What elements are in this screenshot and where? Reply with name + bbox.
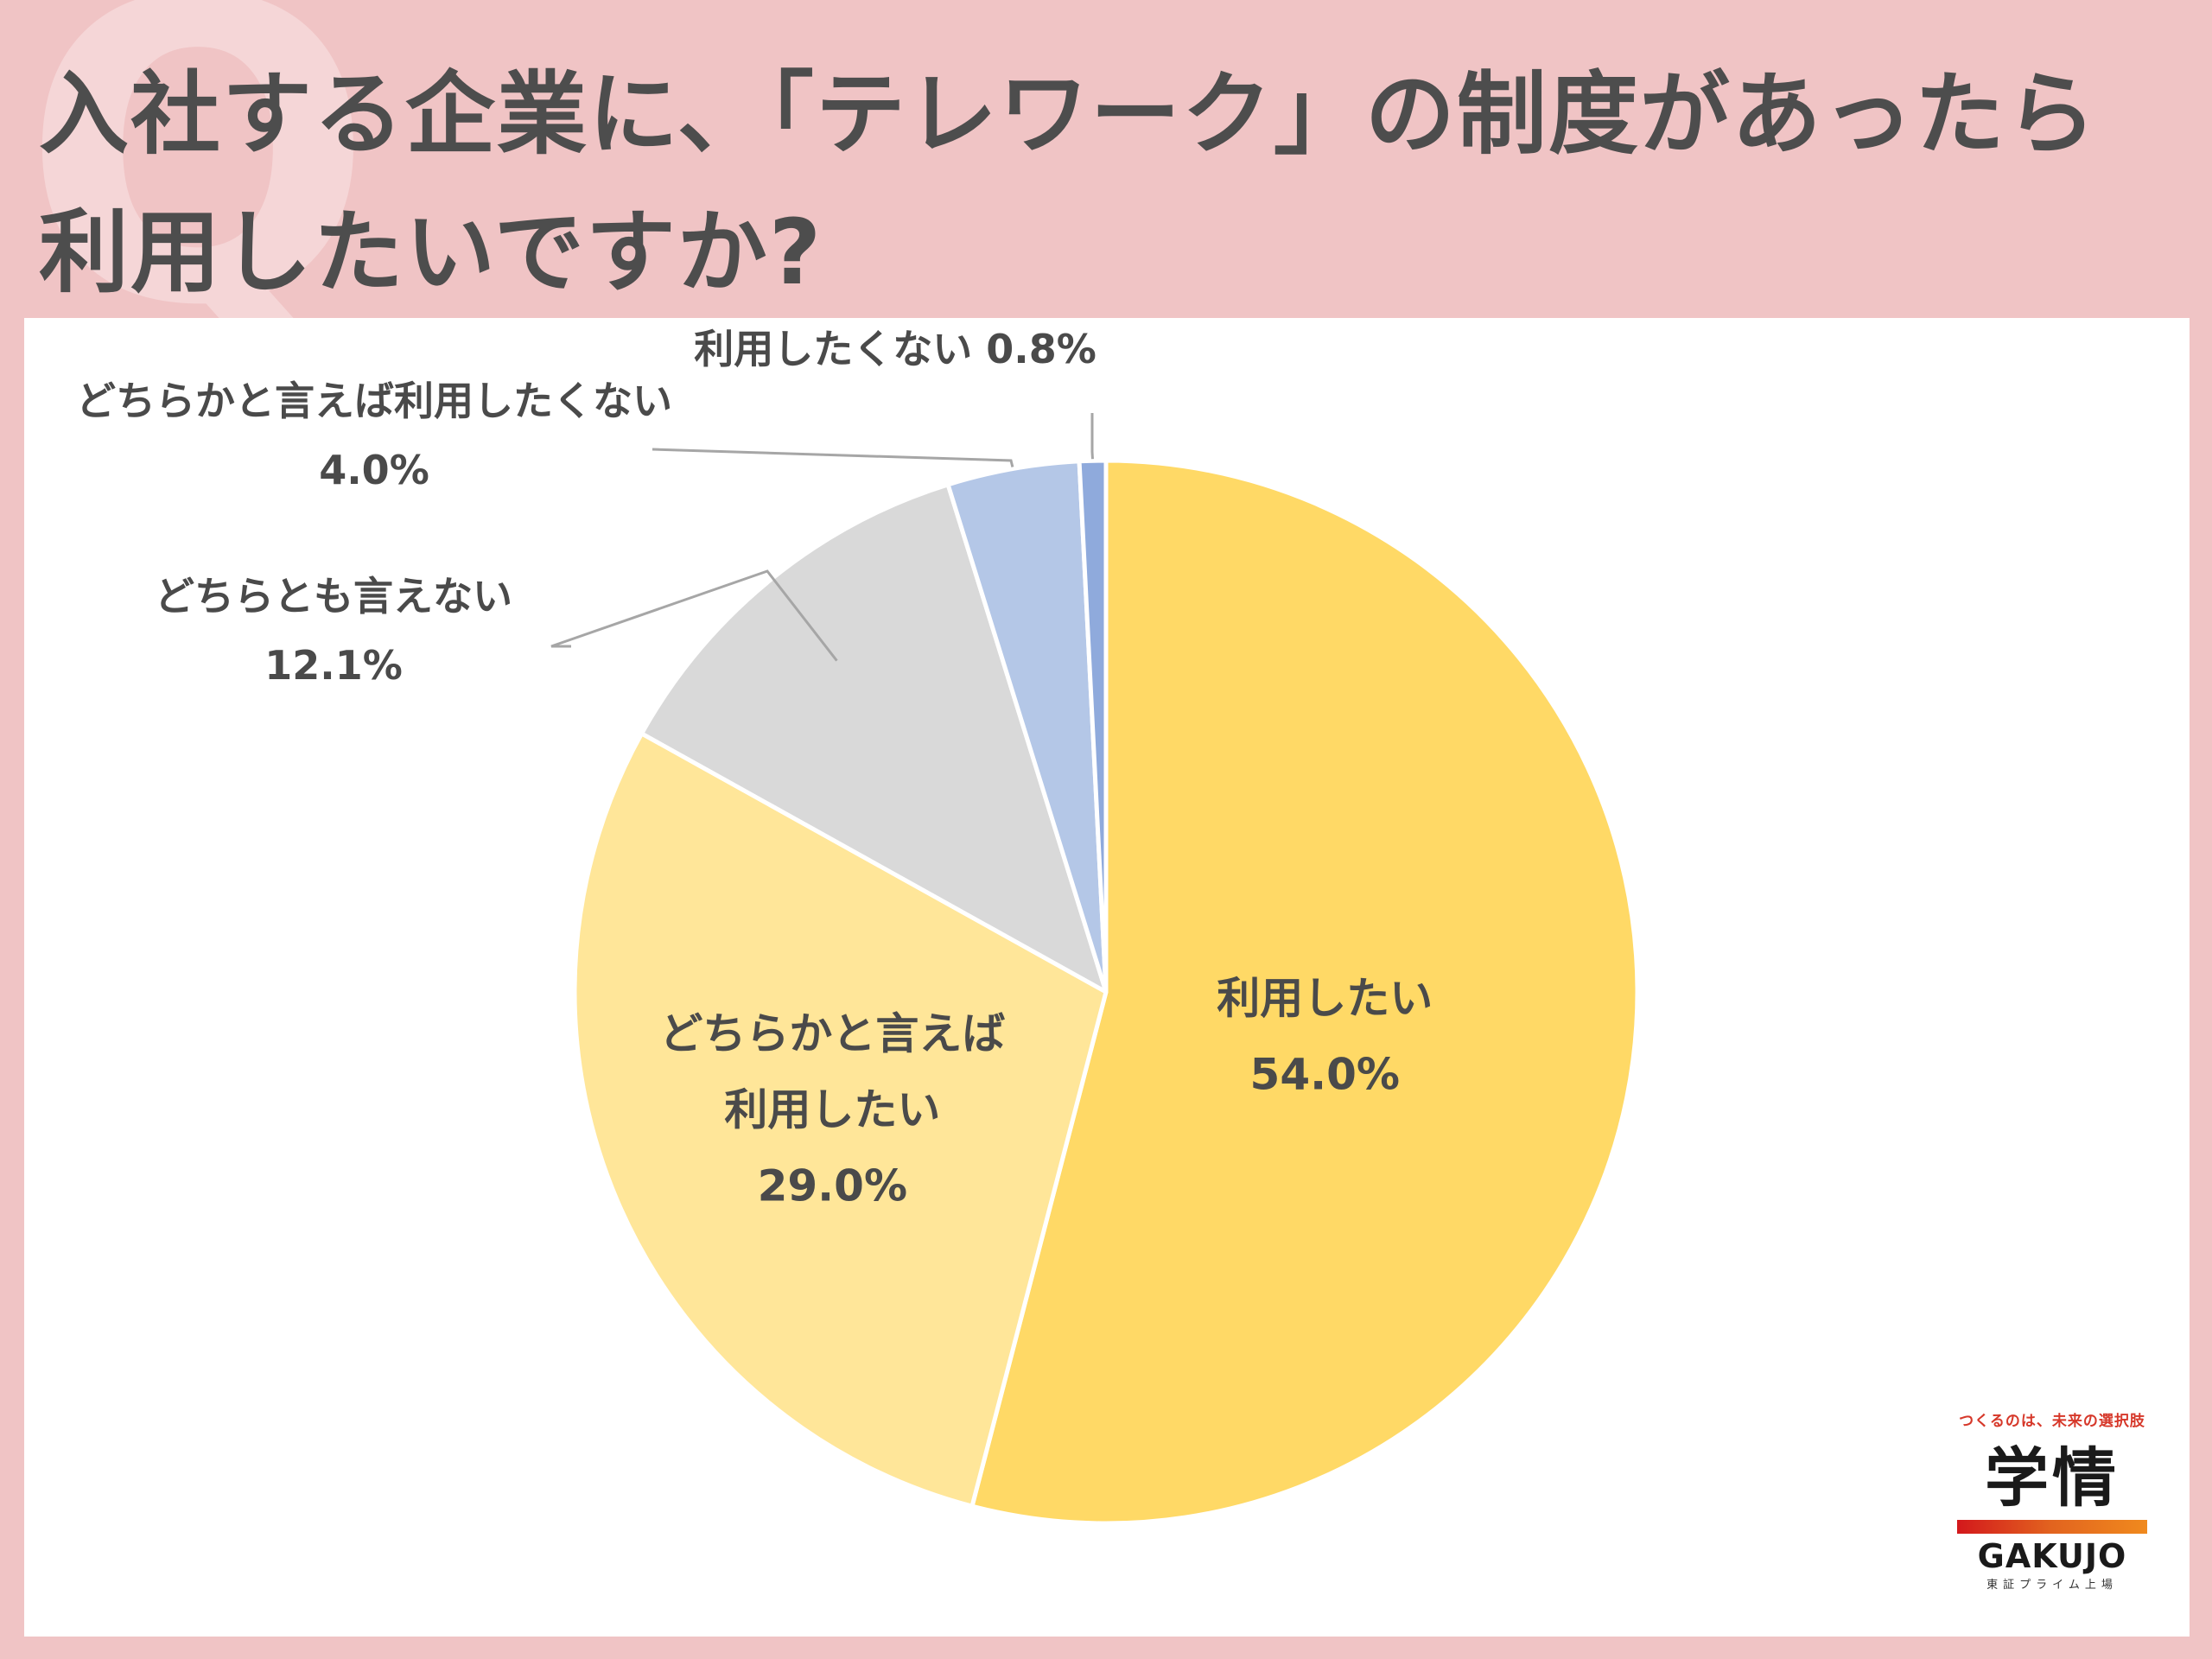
logo-market: 東証プライム上場 bbox=[1986, 1579, 2118, 1592]
pie-slice-2 bbox=[572, 731, 1109, 1509]
chart-title-line-1: 入社する企業に、「テレワーク」の制度があったら bbox=[39, 61, 2098, 167]
chart-title: 入社する企業に、「テレワーク」の制度があったら 利用したいですか? bbox=[39, 45, 2182, 321]
slice-label-4-1: どちらかと言えば利用したくない bbox=[76, 378, 672, 424]
logo-brand: 学情 bbox=[1985, 1441, 2120, 1516]
chart-panel: 利用したい 54.0% どちらかと言えば 利用したい 29.0% どちらとも言えない 12.… bbox=[24, 318, 2190, 1637]
logo-color-bar bbox=[1957, 1520, 2147, 1534]
slice-label-2-3: 29.0% bbox=[758, 1160, 907, 1211]
logo-tagline: つくるのは、未来の選択肢 bbox=[1959, 1413, 2145, 1430]
chart-title-line-2: 利用したいですか? bbox=[39, 200, 823, 305]
logo-latin: GAKUJO bbox=[1977, 1537, 2127, 1575]
background-q-mark: Q bbox=[22, 0, 375, 397]
slice-label-3-2: 12.1% bbox=[264, 642, 403, 689]
slice-label-2-1: どちらかと言えば bbox=[659, 1008, 1005, 1058]
leader-line-4 bbox=[652, 448, 1014, 467]
pie-slice-1 bbox=[969, 458, 1640, 1526]
gakujo-logo: つくるのは、未来の選択肢 学情 GAKUJO 東証プライム上場 bbox=[1948, 1408, 2156, 1592]
leader-line-3 bbox=[550, 569, 838, 662]
slice-label-2-2: 利用したい bbox=[724, 1084, 940, 1135]
slice-label-1-1: 利用したい bbox=[1217, 974, 1433, 1024]
pie-slice-5 bbox=[1077, 458, 1109, 995]
pie-slice-3 bbox=[639, 482, 1109, 995]
pie-chart: 利用したい54.0%どちらかと言えば利用したい29.0%どちらとも言えない12.… bbox=[76, 326, 1640, 1526]
slice-label-4-2: 4.0% bbox=[319, 447, 429, 493]
slice-label-3-1: どちらとも言えない bbox=[155, 573, 512, 620]
slice-label-1-2: 54.0% bbox=[1250, 1050, 1400, 1100]
slice-label-5-1: 利用したくない 0.8% bbox=[694, 326, 1096, 372]
